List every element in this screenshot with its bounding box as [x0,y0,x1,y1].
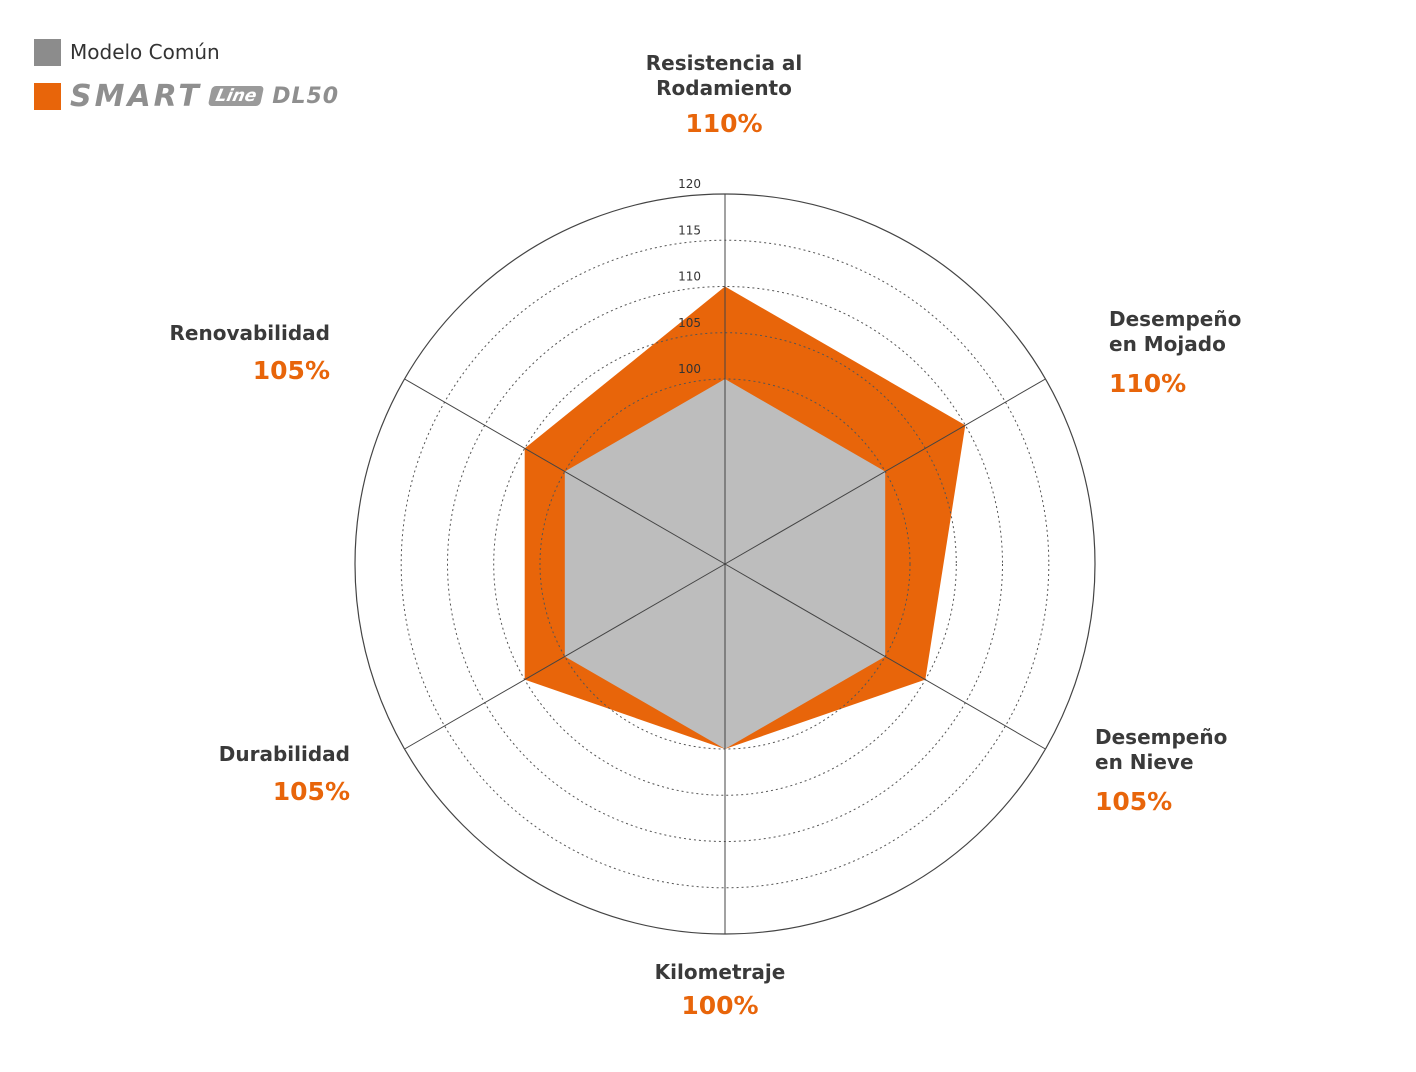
axis-value: 105% [1095,787,1173,816]
axis-value: 100% [681,991,759,1020]
legend-swatch-common [34,38,61,66]
axis-spoke [404,378,726,565]
logo-smart-text: SMART [70,78,202,114]
legend-label-common: Modelo Común [70,40,220,64]
axis-value: 105% [252,356,330,385]
legend-swatch-product [34,82,61,110]
tick-label: 110 [678,270,701,284]
axis-label-durabilidad: Durabilidad 105% [150,742,350,807]
tick-label: 105 [678,316,701,330]
logo-model-text: DL50 [272,83,340,109]
axis-label-mojado: Desempeño en Mojado 110% [1109,307,1309,399]
legend: Modelo Común SMART Line DL50 [34,38,339,126]
axis-spoke [404,563,726,750]
axis-name: Renovabilidad [169,321,331,345]
axis-spoke [724,378,1046,565]
axis-name: Kilometraje [654,960,786,984]
grid-ring-105 [493,332,957,796]
axis-value: 110% [1109,369,1187,398]
axis-spoke [724,563,1046,750]
axis-value: 105% [272,777,350,806]
axis-name: Durabilidad [218,742,350,766]
axis-label-nieve: Desempeño en Nieve 105% [1095,725,1295,817]
tick-label: 120 [678,177,701,191]
tick-label: 115 [678,223,701,237]
axis-name: Desempeño en Nieve [1095,725,1228,774]
axis-label-renovabilidad: Renovabilidad 105% [130,321,331,386]
tick-label: 100 [678,362,701,376]
axis-name: Desempeño en Mojado [1109,307,1242,356]
axis-value: 110% [685,109,763,138]
axis-name: Resistencia al Rodamiento [645,51,803,100]
logo-line-badge: Line [207,86,265,106]
smart-line-logo: SMART Line DL50 [70,79,339,114]
legend-item-product: SMART Line DL50 [34,79,339,114]
axis-label-kilometraje: Kilometraje 100% [620,960,820,1021]
axis-label-resistencia: Resistencia al Rodamiento 110% [604,51,844,139]
legend-item-common: Modelo Común [34,38,339,66]
